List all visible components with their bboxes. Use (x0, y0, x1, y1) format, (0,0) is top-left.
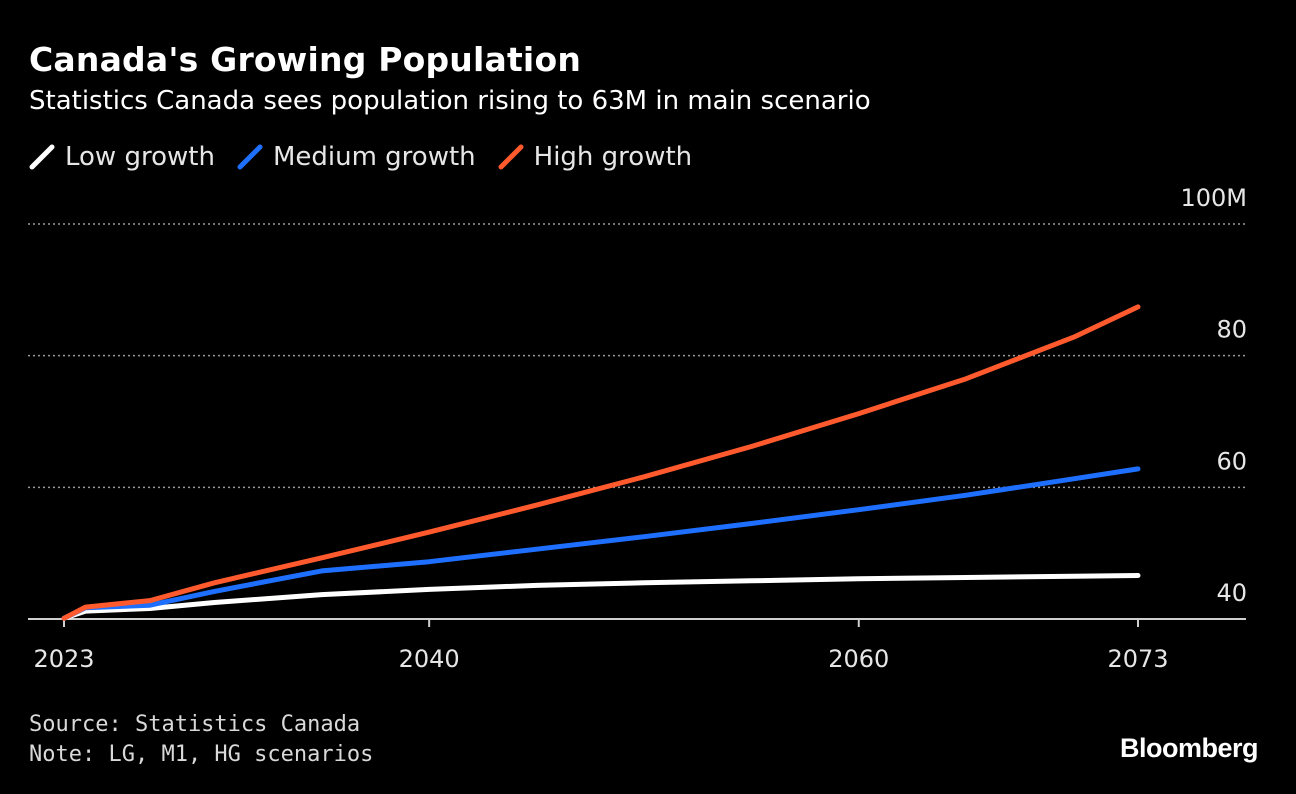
chart-subtitle: Statistics Canada sees population rising… (29, 86, 871, 116)
bloomberg-logo: Bloomberg (1119, 733, 1259, 763)
legend: Low growth Medium growth High growth (29, 142, 692, 172)
legend-swatch-low-growth (29, 144, 55, 170)
legend-item-high-growth: High growth (498, 142, 693, 172)
footer-notes: Source: Statistics Canada Note: LG, M1, … (29, 710, 373, 770)
y-tick-label-100: 100M (1180, 184, 1247, 212)
y-tick-label-40: 40 (1216, 579, 1247, 607)
series-line-low-growth (61, 573, 1141, 621)
series-line-high-growth (61, 304, 1141, 621)
legend-item-medium-growth: Medium growth (237, 142, 476, 172)
legend-label-low-growth: Low growth (65, 142, 215, 172)
legend-item-low-growth: Low growth (29, 142, 215, 172)
legend-label-high-growth: High growth (533, 142, 693, 172)
source-note: Source: Statistics Canada (29, 712, 361, 737)
x-tick-label-2073: 2073 (1107, 645, 1168, 673)
legend-label-medium-growth: Medium growth (272, 142, 476, 172)
chart-title: Canada's Growing Population (29, 40, 582, 79)
x-tick-label-2060: 2060 (828, 645, 889, 673)
y-tick-label-60: 60 (1216, 447, 1247, 475)
legend-swatch-medium-growth (237, 144, 263, 170)
legend-swatch-high-growth (498, 144, 524, 170)
y-tick-label-80: 80 (1216, 316, 1247, 344)
x-tick-label-2040: 2040 (399, 645, 460, 673)
scenario-note: Note: LG, M1, HG scenarios (29, 742, 374, 767)
x-tick-label-2023: 2023 (33, 645, 94, 673)
series-line-medium-growth (61, 466, 1141, 621)
